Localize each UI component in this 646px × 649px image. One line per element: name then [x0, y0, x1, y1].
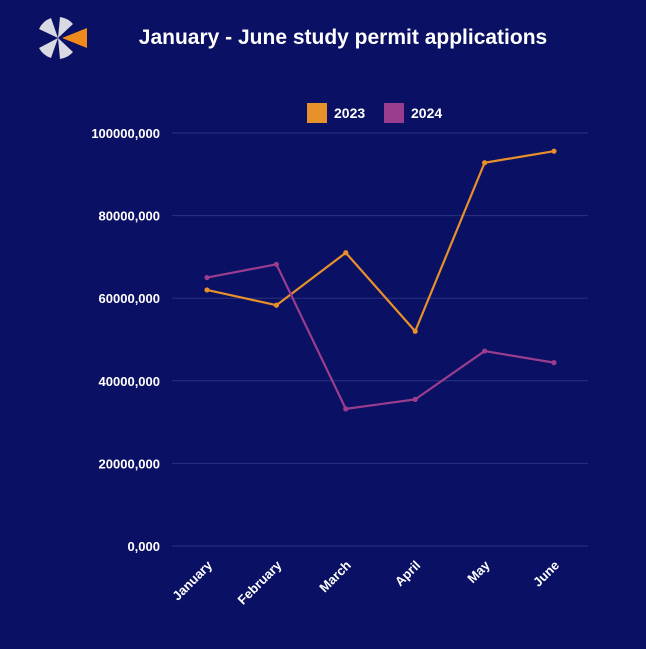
data-point-2023 [412, 328, 418, 334]
data-point-2023 [482, 160, 488, 166]
data-point-2024 [412, 396, 418, 402]
data-point-2024 [204, 274, 210, 281]
x-tick-label: April [392, 558, 424, 590]
data-point-2024 [482, 348, 488, 354]
x-axis-ticks: January February March April May June [169, 557, 562, 607]
legend-swatch-2023 [307, 103, 327, 123]
y-tick-label: 80000,000 [99, 209, 160, 224]
data-point-2023 [551, 148, 557, 154]
legend-label-2023: 2023 [334, 105, 365, 121]
series-line-2023 [206, 150, 555, 333]
data-point-2024 [551, 360, 557, 366]
data-point-2023 [204, 287, 210, 293]
x-tick-label: June [530, 558, 562, 590]
legend-swatch-2024 [384, 103, 404, 123]
gridlines [172, 132, 588, 547]
series-lines [204, 148, 557, 412]
logo-icon [39, 17, 87, 59]
y-tick-label: 100000,000 [91, 126, 160, 141]
data-point-2024 [343, 406, 349, 412]
y-tick-label: 0,000 [127, 539, 160, 554]
data-point-2024 [273, 261, 279, 267]
y-tick-label: 60000,000 [99, 291, 160, 306]
data-point-2023 [273, 302, 279, 308]
x-tick-label: January [169, 557, 215, 603]
y-axis-ticks: 0,000 20000,000 40000,000 60000,000 80000,00… [91, 126, 160, 554]
x-tick-label: March [316, 557, 354, 595]
x-tick-label: May [464, 557, 493, 586]
chart-title: January - June study permit applications [139, 26, 547, 49]
data-point-2023 [343, 250, 349, 256]
x-tick-label: February [235, 557, 285, 607]
legend: 2023 2024 [307, 103, 442, 123]
y-tick-label: 20000,000 [99, 456, 160, 471]
series-line-2024 [206, 263, 555, 410]
y-tick-label: 40000,000 [99, 374, 160, 389]
legend-label-2024: 2024 [411, 105, 442, 121]
